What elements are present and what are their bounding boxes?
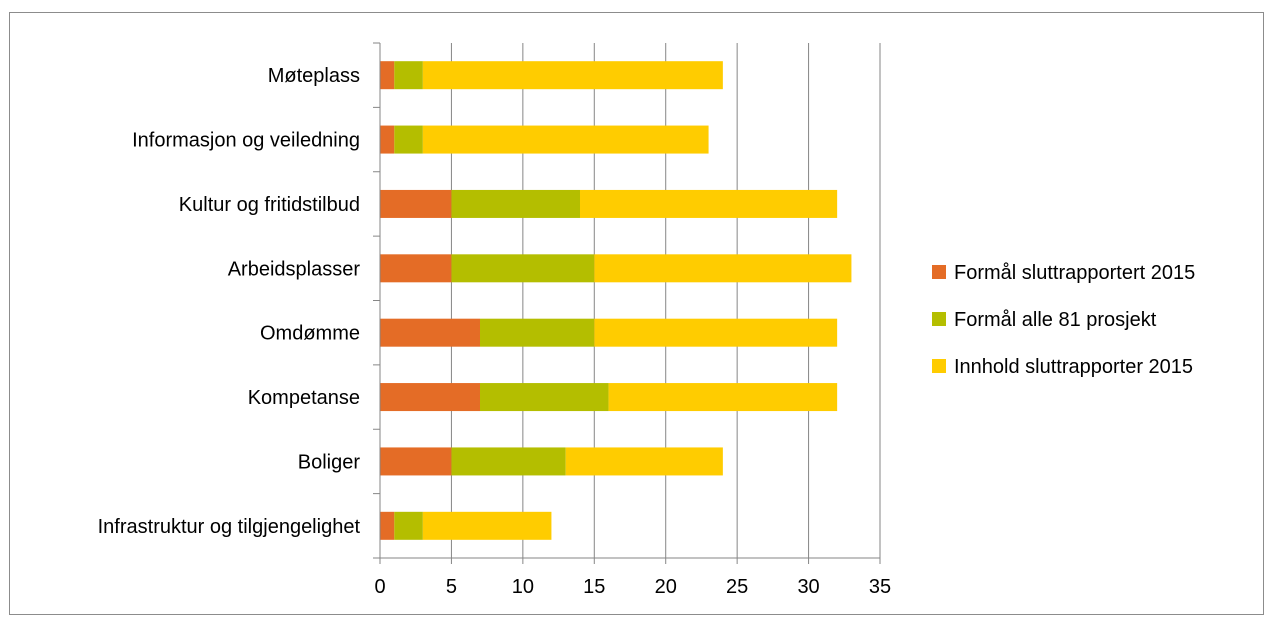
legend-swatch-3 bbox=[932, 359, 946, 373]
category-labels: Møteplass Informasjon og veiledning Kultur… bbox=[98, 65, 361, 538]
x-tick-label-25: 25 bbox=[726, 576, 748, 598]
category-label-omdomme: Omdømme bbox=[260, 323, 360, 345]
bars bbox=[380, 61, 852, 540]
legend: Formål sluttrapportert 2015 Formål alle 8… bbox=[932, 262, 1195, 378]
bar-boliger-series-2 bbox=[451, 447, 566, 476]
bar-infrastruktur-og-tilgjengelighet-series-3 bbox=[422, 511, 552, 540]
category-label-kompetanse: Kompetanse bbox=[248, 387, 360, 409]
bar-arbeidsplasser-series-2 bbox=[451, 254, 595, 283]
x-tick-label-35: 35 bbox=[869, 576, 891, 598]
x-tick-label-20: 20 bbox=[655, 576, 677, 598]
bar-kompetanse-series-1 bbox=[380, 383, 480, 412]
bar-moteplass-series-2 bbox=[394, 61, 423, 90]
axes bbox=[373, 42, 881, 564]
x-tick-labels: 0 5 10 15 20 25 30 35 bbox=[374, 576, 891, 598]
x-tick-label-10: 10 bbox=[512, 576, 534, 598]
category-label-boliger: Boliger bbox=[298, 451, 361, 473]
legend-swatch-2 bbox=[932, 312, 946, 326]
bar-arbeidsplasser-series-1 bbox=[380, 254, 452, 283]
bar-informasjon-og-veiledning-series-2 bbox=[394, 125, 423, 154]
category-label-informasjon-og-veiledning: Informasjon og veiledning bbox=[132, 130, 360, 152]
category-label-arbeidsplasser: Arbeidsplasser bbox=[228, 258, 361, 280]
bar-moteplass-series-1 bbox=[380, 61, 395, 90]
bar-boliger-series-1 bbox=[380, 447, 452, 476]
bar-arbeidsplasser-series-3 bbox=[594, 254, 852, 283]
bar-omdomme-series-2 bbox=[480, 318, 595, 347]
legend-label-2: Formål alle 81 prosjekt bbox=[954, 309, 1157, 331]
bar-kompetanse-series-3 bbox=[608, 383, 838, 412]
x-tick-label-30: 30 bbox=[797, 576, 819, 598]
stacked-bar-chart: Møteplass Informasjon og veiledning Kultur… bbox=[98, 42, 1195, 598]
bar-infrastruktur-og-tilgjengelighet-series-2 bbox=[394, 511, 423, 540]
category-label-moteplass: Møteplass bbox=[268, 65, 360, 87]
chart-area: Møteplass Informasjon og veiledning Kultur… bbox=[9, 12, 1264, 615]
category-label-infrastruktur-og-tilgjengelighet: Infrastruktur og tilgjengelighet bbox=[98, 516, 361, 538]
x-tick-label-0: 0 bbox=[374, 576, 385, 598]
bar-kompetanse-series-2 bbox=[480, 383, 609, 412]
bar-kultur-og-fritidstilbud-series-3 bbox=[580, 189, 838, 218]
bar-kultur-og-fritidstilbud-series-1 bbox=[380, 189, 452, 218]
legend-label-3: Innhold sluttrapporter 2015 bbox=[954, 356, 1193, 378]
bar-boliger-series-3 bbox=[565, 447, 723, 476]
bar-informasjon-og-veiledning-series-1 bbox=[380, 125, 395, 154]
gridlines bbox=[450, 43, 881, 558]
bar-omdomme-series-3 bbox=[594, 318, 838, 347]
legend-label-1: Formål sluttrapportert 2015 bbox=[954, 262, 1195, 284]
x-tick-label-5: 5 bbox=[446, 576, 457, 598]
bar-infrastruktur-og-tilgjengelighet-series-1 bbox=[380, 511, 395, 540]
legend-swatch-1 bbox=[932, 265, 946, 279]
bar-kultur-og-fritidstilbud-series-2 bbox=[451, 189, 580, 218]
bar-informasjon-og-veiledning-series-3 bbox=[422, 125, 709, 154]
x-tick-label-15: 15 bbox=[583, 576, 605, 598]
bar-omdomme-series-1 bbox=[380, 318, 480, 347]
category-label-kultur-og-fritidstilbud: Kultur og fritidstilbud bbox=[179, 194, 360, 216]
bar-moteplass-series-3 bbox=[422, 61, 723, 90]
